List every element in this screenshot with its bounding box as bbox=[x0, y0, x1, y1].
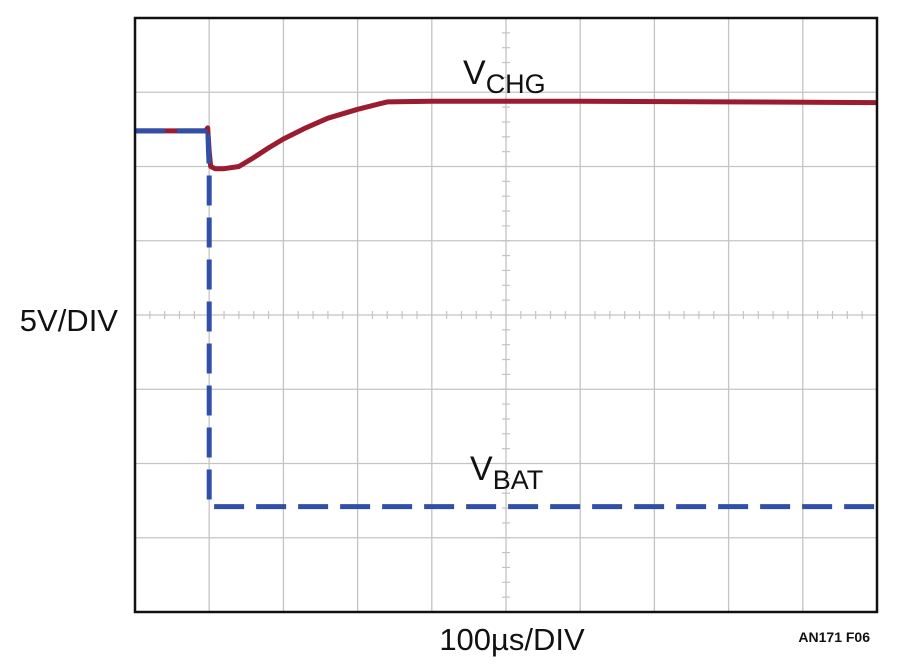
series-label-vbat-prefix: V bbox=[470, 450, 493, 488]
plot-frame bbox=[133, 16, 879, 614]
figure-id-label: AN171 F06 bbox=[798, 629, 870, 645]
series-label-vchg-sub: CHG bbox=[486, 69, 546, 99]
traces bbox=[135, 98, 878, 510]
graticule-grid bbox=[134, 17, 878, 613]
x-axis-label: 100µs/DIV bbox=[439, 622, 585, 657]
series-label-vbat: VBAT bbox=[470, 450, 543, 495]
trace-vbat bbox=[135, 123, 877, 510]
series-label-vchg-prefix: V bbox=[463, 54, 486, 92]
series-label-vbat-sub: BAT bbox=[493, 465, 544, 495]
series-label-vchg: VCHG bbox=[463, 54, 546, 99]
y-axis-label: 5V/DIV bbox=[20, 303, 119, 338]
